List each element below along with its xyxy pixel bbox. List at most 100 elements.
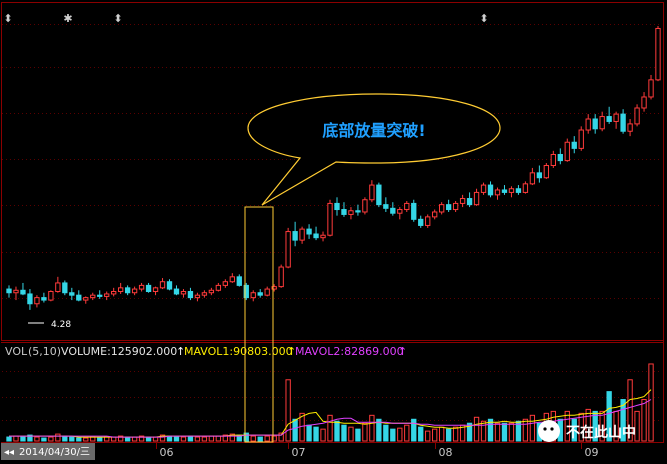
candle-body xyxy=(578,129,584,149)
volume-bar xyxy=(515,420,522,442)
volume-bar xyxy=(41,437,47,442)
candle xyxy=(585,114,591,134)
scroll-left-icon[interactable]: ◂◂ xyxy=(4,447,14,458)
candle xyxy=(529,167,536,186)
wechat-icon-eye-right xyxy=(550,427,554,431)
volume-bar xyxy=(292,418,298,442)
volume-bar xyxy=(369,414,375,442)
candle xyxy=(124,285,131,296)
candle xyxy=(159,278,166,290)
candle-body xyxy=(69,292,75,296)
candle xyxy=(550,150,556,168)
candle-body xyxy=(383,204,389,209)
candle xyxy=(27,289,33,310)
candle xyxy=(432,209,438,220)
volume-bar xyxy=(348,426,354,442)
candle xyxy=(383,197,389,212)
candle-body xyxy=(418,218,424,226)
candle-body xyxy=(215,284,222,291)
low-price-marker: 4.28 xyxy=(28,320,71,330)
event-marker-3[interactable]: ⬍ xyxy=(479,12,488,25)
candle-body xyxy=(104,293,110,297)
volume-bar xyxy=(117,435,124,442)
candle-body xyxy=(111,291,117,295)
current-date-box xyxy=(1,443,95,460)
candle xyxy=(543,163,550,179)
volume-bar xyxy=(104,436,110,442)
volume-bar xyxy=(487,418,494,442)
candle xyxy=(418,215,424,228)
volume-bar xyxy=(264,435,270,442)
candle-body xyxy=(285,231,291,268)
candle xyxy=(299,226,305,244)
candle xyxy=(306,224,312,239)
candle xyxy=(320,231,326,242)
candle xyxy=(76,290,82,302)
volume-bar xyxy=(313,426,319,442)
volume-bar xyxy=(376,418,382,442)
candle-body xyxy=(222,281,228,286)
candle xyxy=(501,185,508,195)
candle-body xyxy=(341,209,347,215)
candle-body xyxy=(264,288,270,296)
volume-bar xyxy=(187,435,194,442)
candle-body xyxy=(536,172,543,179)
volume-bar xyxy=(222,434,228,442)
volume-bar xyxy=(648,363,654,442)
volume-header: VOL (5,10) VOLUME:125902.000 ↑ MAVOL1:90… xyxy=(5,345,407,358)
volume-bar xyxy=(173,436,180,442)
candle-body xyxy=(397,209,403,214)
candle-body xyxy=(76,294,82,301)
event-marker-1[interactable]: ✱ xyxy=(63,12,72,25)
candle-body xyxy=(201,292,208,296)
volume-bar xyxy=(62,435,68,442)
candle xyxy=(480,182,487,195)
candle-body xyxy=(194,294,201,299)
candle-body xyxy=(452,202,459,211)
volume-bar xyxy=(250,435,256,442)
candle xyxy=(48,290,54,302)
candle xyxy=(397,207,403,220)
candle-body xyxy=(278,266,284,288)
candle-body xyxy=(543,164,550,179)
wechat-icon xyxy=(538,420,560,442)
volume-bar xyxy=(411,418,417,442)
candle xyxy=(334,197,340,216)
candle xyxy=(236,274,242,287)
candle xyxy=(69,287,75,301)
candle xyxy=(515,185,522,195)
volume-bar xyxy=(397,427,403,442)
current-date-label: 2014/04/30/三 xyxy=(19,447,90,458)
candle xyxy=(571,136,577,154)
volume-bar xyxy=(362,422,368,442)
candle xyxy=(613,111,619,129)
candle xyxy=(655,26,661,82)
candle xyxy=(152,286,159,296)
candle-body xyxy=(271,286,277,290)
candle-body xyxy=(327,202,333,236)
candle xyxy=(439,202,445,215)
volume-bar xyxy=(634,410,640,442)
candle-body xyxy=(13,289,19,294)
volume-bar xyxy=(48,436,54,442)
candle-body xyxy=(592,118,598,130)
candle xyxy=(369,180,375,203)
candle xyxy=(494,187,501,200)
price-candles xyxy=(6,26,661,310)
candle xyxy=(180,289,187,298)
candle xyxy=(376,182,382,208)
volume-bar xyxy=(285,379,291,442)
candle xyxy=(292,221,298,247)
volume-bar xyxy=(124,436,131,442)
volume-bars xyxy=(6,363,654,442)
event-marker-2[interactable]: ⬍ xyxy=(113,12,122,25)
candle-body xyxy=(627,123,633,132)
volume-bar xyxy=(320,428,326,442)
volume-bar xyxy=(418,426,424,442)
event-marker-0[interactable]: ⬍ xyxy=(3,12,12,25)
candle-body xyxy=(376,184,382,206)
candle-body xyxy=(180,291,187,295)
watermark: 不在此山中 xyxy=(538,420,636,442)
